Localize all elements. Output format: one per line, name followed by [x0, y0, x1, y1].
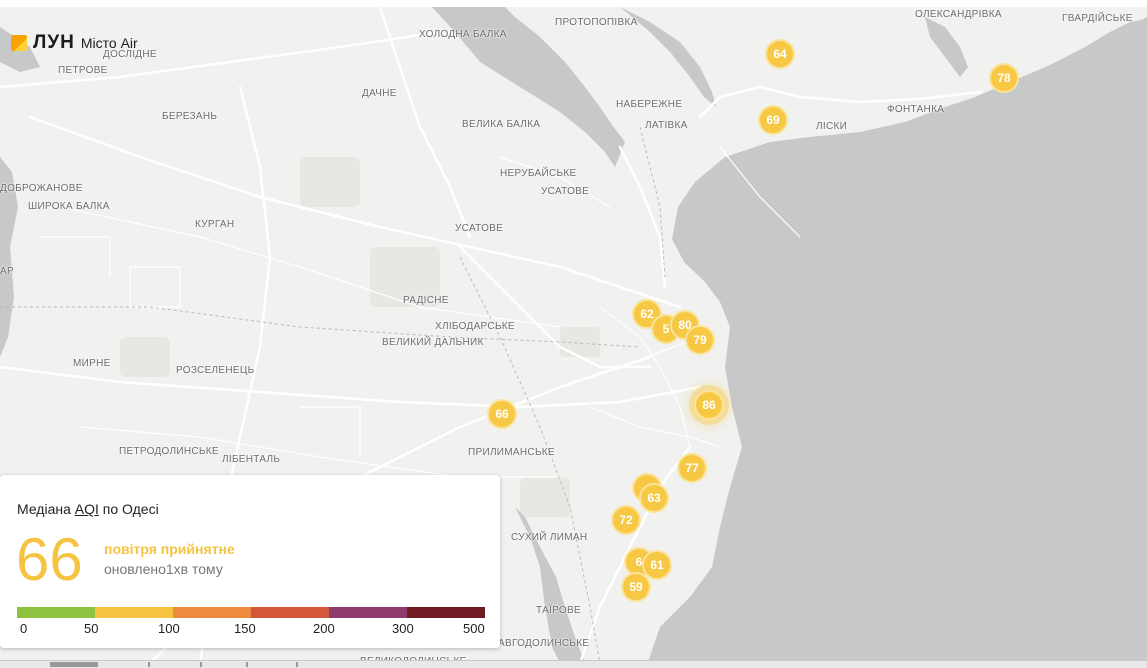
- map-base-layer: [0, 7, 1147, 663]
- place-label: ПРИЛИМАНСЬКЕ: [468, 447, 555, 458]
- scale-segment: [95, 607, 173, 618]
- scale-tick: 50: [84, 621, 99, 636]
- aqi-marker[interactable]: 66: [487, 399, 517, 429]
- place-label: ВЕЛИКА БАЛКА: [462, 119, 541, 130]
- aqi-marker[interactable]: 69: [758, 105, 788, 135]
- median-aqi-value: 66: [16, 526, 83, 593]
- brand-name: ЛУН: [33, 32, 75, 53]
- scale-segment: [251, 607, 329, 618]
- scrollbar-marker: [246, 662, 248, 667]
- place-label: РОЗСЕЛЕНЕЦЬ: [176, 365, 255, 376]
- title-suffix: по Одесі: [102, 501, 159, 517]
- place-label: ХЛІБОДАРСЬКЕ: [435, 321, 515, 332]
- place-label: ЛІСКИ: [816, 121, 848, 132]
- place-label: ДОСЛІДНЕ: [103, 49, 157, 60]
- place-label: ФОНТАНКА: [887, 104, 945, 115]
- scale-segment: [407, 607, 485, 618]
- scale-tick: 150: [234, 621, 256, 636]
- scale-tick: 100: [158, 621, 180, 636]
- brand-logo[interactable]: ЛУН Місто Air: [11, 32, 138, 54]
- place-label: ПЕТРОВЕ: [58, 65, 108, 76]
- aqi-marker[interactable]: 61: [642, 550, 672, 580]
- place-label: НЕРУБАЙСЬКЕ: [500, 168, 577, 179]
- scrollbar-marker: [296, 662, 298, 667]
- place-label: БЕРЕЗАНЬ: [162, 111, 218, 122]
- scale-tick: 0: [20, 621, 28, 636]
- place-label: ХОЛОДНА БАЛКА: [419, 29, 507, 40]
- aqi-info-link[interactable]: AQI: [74, 501, 99, 517]
- scrollbar-marker: [200, 662, 202, 667]
- aqi-marker[interactable]: 59: [621, 572, 651, 602]
- place-label: ШИРОКА БАЛКА: [28, 201, 110, 212]
- aqi-marker[interactable]: 72: [611, 505, 641, 535]
- aqi-color-scale: [17, 607, 485, 618]
- place-label: ГВАРДІЙСЬКЕ: [1062, 13, 1133, 24]
- place-label: УСАТОВЕ: [455, 223, 504, 234]
- place-label: АР: [0, 266, 14, 277]
- scale-tick: 300: [392, 621, 414, 636]
- bottom-scrollbar[interactable]: [0, 660, 1147, 668]
- updated-time: оновлено1хв тому: [104, 561, 223, 577]
- scale-segment: [17, 607, 95, 618]
- aqi-marker[interactable]: 77: [677, 453, 707, 483]
- aqi-marker[interactable]: 63: [639, 483, 669, 513]
- place-label: СУХИЙ ЛИМАН: [511, 532, 588, 543]
- scale-segment: [173, 607, 251, 618]
- place-label: РАДІСНЕ: [403, 295, 449, 306]
- logo-square-icon: [11, 35, 27, 51]
- aqi-marker[interactable]: 79: [685, 325, 715, 355]
- place-label: ДАЧНЕ: [362, 88, 397, 99]
- place-label: ЛІБЕНТАЛЬ: [222, 454, 281, 465]
- place-label: ПЕТРОДОЛИНСЬКЕ: [119, 446, 219, 457]
- brand-subtitle: Місто Air: [80, 35, 138, 51]
- place-label: НАБЕРЕЖНЕ: [616, 99, 683, 110]
- place-label: ДОБРОЖАНОВЕ: [0, 183, 83, 194]
- place-label: МИРНЕ: [73, 358, 111, 369]
- air-quality-status: повітря прийнятне: [104, 541, 235, 557]
- place-label: КУРГАН: [195, 219, 235, 230]
- aqi-marker[interactable]: 78: [989, 63, 1019, 93]
- scale-tick: 500: [463, 621, 485, 636]
- place-label: УСАТОВЕ: [541, 186, 590, 197]
- map-canvas[interactable]: ПРОТОПОПІВКА ОЛЕКСАНДРІВКА ГВАРДІЙСЬКЕ Х…: [0, 7, 1147, 667]
- place-label: ЛАТІВКА: [645, 120, 688, 131]
- scrollbar-thumb[interactable]: [50, 662, 98, 667]
- place-label: ОЛЕКСАНДРІВКА: [915, 9, 1002, 20]
- place-label: ПРОТОПОПІВКА: [555, 17, 638, 28]
- title-prefix: Медіана: [17, 501, 71, 517]
- scale-tick: 200: [313, 621, 335, 636]
- scrollbar-marker: [148, 662, 150, 667]
- scale-segment: [329, 607, 407, 618]
- aqi-marker[interactable]: 86: [694, 390, 724, 420]
- aqi-marker[interactable]: 64: [765, 39, 795, 69]
- place-label: АВГОДОЛИНСЬКЕ: [498, 638, 590, 649]
- panel-title: Медіана AQI по Одесі: [17, 501, 159, 517]
- place-label: ТАЇРОВЕ: [536, 605, 581, 616]
- place-label: ВЕЛИКИЙ ДАЛЬНИК: [382, 337, 484, 348]
- aqi-summary-panel: Медіана AQI по Одесі 66 повітря прийнятн…: [0, 475, 500, 648]
